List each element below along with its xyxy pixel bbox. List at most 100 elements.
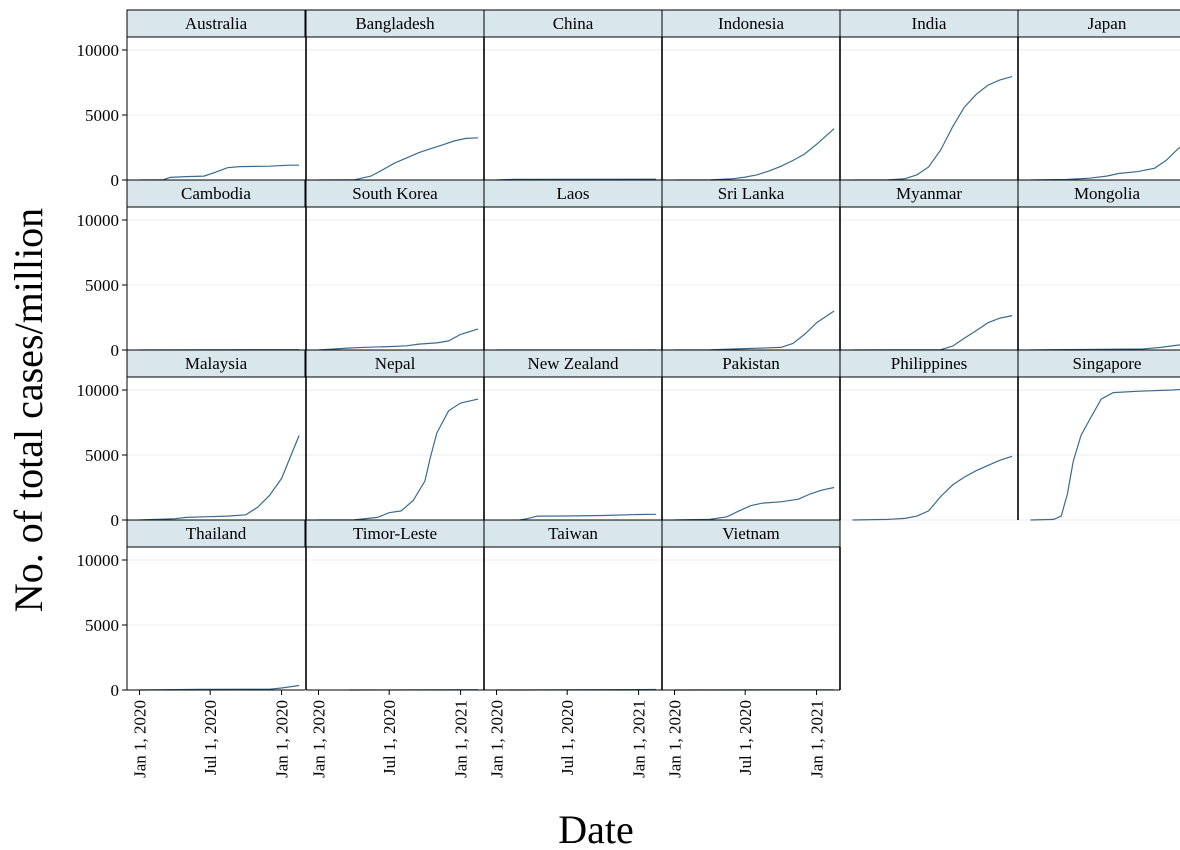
panel-mongolia: Mongolia (1017, 179, 1180, 351)
panel-laos: Laos (483, 179, 663, 351)
panel-background (484, 377, 662, 520)
y-tick-label: 0 (111, 511, 120, 530)
panel-china: China (483, 9, 663, 181)
x-tick-label: Jan 1, 2020 (273, 700, 292, 778)
panel-background (484, 207, 662, 350)
facet-strip (126, 349, 306, 378)
facet-strip-label: China (553, 14, 594, 33)
panel-background (1018, 37, 1180, 180)
series-line-bangladesh (318, 137, 479, 181)
panel-myanmar: Myanmar (839, 179, 1019, 351)
y-tick-label: 10000 (77, 381, 120, 400)
facet-strip-label: Cambodia (181, 184, 251, 203)
facet-strip (126, 519, 306, 548)
x-tick-label: Jul 1, 2020 (380, 700, 399, 775)
facet-strip (483, 9, 663, 38)
y-tick-label: 10000 (77, 41, 120, 60)
series-line-japan (1030, 146, 1180, 181)
panel-background (306, 207, 484, 350)
series-line-india (852, 76, 1013, 181)
x-tick-label: Jul 1, 2020 (558, 700, 577, 775)
x-tick-label: Jan 1, 2020 (666, 700, 685, 778)
x-tick-label: Jan 1, 2021 (452, 700, 471, 778)
panel-background (484, 547, 662, 690)
panel-pakistan: Pakistan (661, 349, 841, 521)
x-tick-label: Jan 1, 2020 (310, 700, 329, 778)
panel-background (306, 37, 484, 180)
panels-layer: Australia Bangladesh China Indonesia India Ja… (126, 9, 1180, 691)
panel-timor-leste: Timor-Leste (305, 519, 485, 691)
panel-background (662, 377, 840, 520)
x-tick-label: Jan 1, 2021 (630, 700, 649, 778)
facet-strip-label: India (912, 14, 947, 33)
facet-strip-label: Timor-Leste (353, 524, 437, 543)
facet-strip-label: Thailand (186, 524, 247, 543)
facet-strip-label: Vietnam (722, 524, 780, 543)
facet-strip-label: Bangladesh (355, 14, 435, 33)
facet-strip-label: Indonesia (718, 14, 785, 33)
series-line-south-korea (318, 328, 479, 351)
y-tick-label: 10000 (77, 551, 120, 570)
y-tick-label: 5000 (85, 106, 119, 125)
panel-background (484, 37, 662, 180)
panel-background (127, 377, 305, 520)
facet-strip-label: Australia (185, 14, 248, 33)
panel-background (127, 207, 305, 350)
facet-strip (1017, 179, 1180, 208)
x-tick-label: Jul 1, 2020 (201, 700, 220, 775)
axes-layer: 0 5000 10000 0 5000 10000 0 5000 10000 0 5000 10000… (77, 41, 841, 778)
facet-strip (126, 9, 306, 38)
y-tick-label: 5000 (85, 276, 119, 295)
panel-cambodia: Cambodia (126, 179, 306, 351)
panel-australia: Australia (126, 9, 306, 181)
x-tick-label: Jan 1, 2020 (131, 700, 150, 778)
panel-background (1018, 207, 1180, 350)
series-line-philippines (852, 455, 1013, 521)
panel-background (840, 377, 1018, 520)
panel-background (840, 37, 1018, 180)
panel-philippines: Philippines (839, 349, 1019, 521)
facet-strip-label: Singapore (1073, 354, 1142, 373)
y-tick-label: 5000 (85, 446, 119, 465)
panel-background (127, 37, 305, 180)
panel-japan: Japan (1017, 9, 1180, 181)
panel-background (1018, 377, 1180, 520)
panel-new-zealand: New Zealand (483, 349, 663, 521)
series-line-nepal (318, 398, 479, 521)
facet-strip-label: Mongolia (1074, 184, 1141, 203)
y-tick-label: 5000 (85, 616, 119, 635)
facet-strip-label: Philippines (891, 354, 968, 373)
facet-strip (661, 9, 841, 38)
panel-indonesia: Indonesia (661, 9, 841, 181)
panel-malaysia: Malaysia (126, 349, 306, 521)
facet-strip-label: Pakistan (722, 354, 780, 373)
panel-thailand: Thailand (126, 519, 306, 691)
series-line-pakistan (674, 486, 835, 521)
x-tick-label: Jul 1, 2020 (736, 700, 755, 775)
panel-background (662, 37, 840, 180)
facet-strip (1017, 349, 1180, 378)
panel-background (662, 207, 840, 350)
facet-strip (305, 179, 485, 208)
facet-strip-label: Japan (1088, 14, 1127, 33)
x-axis-title: Date (558, 807, 634, 850)
facet-strip (305, 9, 485, 38)
panel-taiwan: Taiwan (483, 519, 663, 691)
panel-background (840, 207, 1018, 350)
panel-india: India (839, 9, 1019, 181)
facet-strip-label: Laos (556, 184, 589, 203)
series-line-myanmar (852, 315, 1013, 351)
panel-background (662, 547, 840, 690)
facet-strip (839, 349, 1019, 378)
y-axis-title: No. of total cases/million (6, 208, 51, 612)
series-line-singapore (1030, 388, 1180, 521)
series-line-new-zealand (519, 513, 657, 521)
panel-south-korea: South Korea (305, 179, 485, 351)
facet-strip (661, 349, 841, 378)
panel-bangladesh: Bangladesh (305, 9, 485, 181)
x-tick-label: Jan 1, 2021 (808, 700, 827, 778)
facet-strip (661, 519, 841, 548)
facet-strip (305, 519, 485, 548)
facet-strip-label: South Korea (352, 184, 438, 203)
